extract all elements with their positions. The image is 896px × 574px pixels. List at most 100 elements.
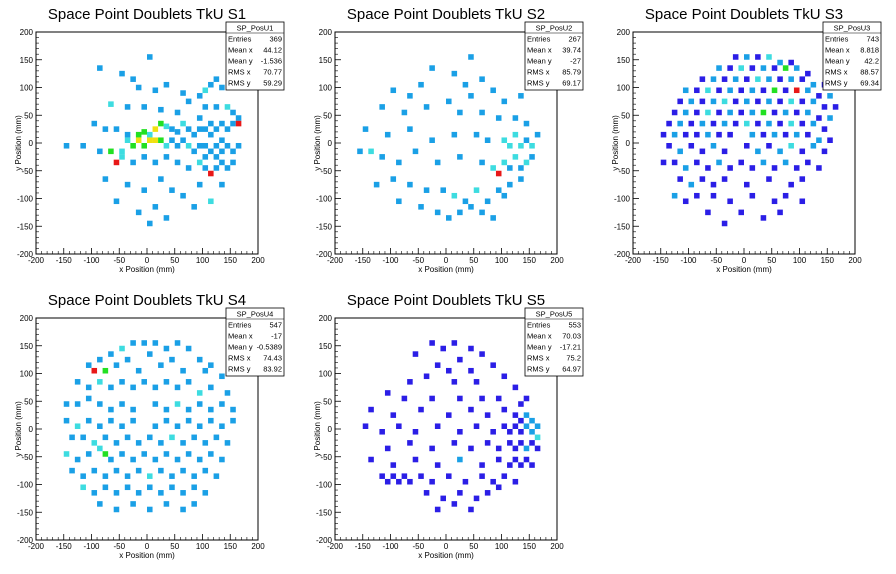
- y-tick-label: -150: [614, 222, 631, 231]
- histogram-bin: [716, 109, 722, 116]
- histogram-bin: [224, 390, 231, 396]
- x-tick-label: -50: [412, 542, 424, 551]
- histogram-bin: [805, 87, 811, 94]
- histogram-bin: [710, 181, 717, 188]
- histogram-bin: [688, 181, 695, 188]
- histogram-bin: [716, 65, 722, 71]
- histogram-bin: [180, 90, 186, 96]
- histogram-bin: [412, 351, 419, 357]
- stats-box-name: SP_PosU3: [834, 24, 871, 33]
- histogram-bin: [219, 456, 225, 463]
- histogram-bin: [224, 143, 231, 149]
- histogram-bin: [688, 143, 695, 149]
- histogram-bin: [771, 87, 778, 94]
- y-tick-label: 100: [617, 84, 631, 93]
- histogram-bin: [451, 440, 458, 446]
- histogram-bin: [147, 54, 153, 60]
- histogram-bin: [727, 131, 733, 138]
- histogram-bin: [440, 345, 446, 352]
- histogram-bin: [451, 70, 458, 77]
- histogram-bin: [69, 434, 75, 441]
- histogram-bin: [230, 406, 236, 413]
- histogram-bin: [196, 423, 203, 429]
- histogram-bin: [230, 120, 236, 127]
- histogram-bin: [196, 115, 203, 121]
- histogram-bin: [124, 137, 131, 143]
- histogram-bin: [468, 506, 474, 513]
- histogram-bin: [666, 143, 672, 149]
- histogram-bin: [799, 98, 806, 105]
- stats-value: 42.2: [864, 57, 879, 66]
- histogram-bin: [180, 137, 186, 143]
- stats-label: Mean x: [228, 46, 253, 55]
- y-tick-label: -50: [618, 167, 630, 176]
- histogram-bin: [501, 192, 508, 199]
- histogram-bin: [135, 467, 142, 474]
- histogram-bin: [732, 98, 739, 105]
- stats-box: SP_PosU3 Entries 743 Mean x 8.818 Mean y 42.2 R…: [822, 21, 882, 91]
- histogram-bin: [771, 65, 778, 71]
- histogram-bin: [80, 473, 86, 479]
- histogram-bin: [362, 126, 369, 132]
- x-tick-label: 150: [523, 256, 537, 265]
- histogram-bin: [512, 478, 519, 485]
- histogram-bin: [158, 120, 164, 127]
- histogram-title: Space Point Doublets TkU S2: [347, 6, 545, 23]
- histogram-bin: [396, 423, 402, 429]
- stats-box-frame: [524, 307, 584, 377]
- stats-label: Mean x: [527, 332, 552, 341]
- histogram-bin: [202, 87, 209, 94]
- histogram-bin: [185, 126, 192, 132]
- stats-value: 59.29: [263, 79, 282, 88]
- histogram-bin: [141, 187, 147, 193]
- histogram-bin: [518, 440, 524, 446]
- histogram-bin: [63, 143, 70, 149]
- histogram-bin: [130, 417, 136, 424]
- y-tick-label: -50: [21, 167, 33, 176]
- stats-box-frame: [822, 21, 882, 91]
- x-tick-label: -100: [382, 542, 399, 551]
- histogram-bin: [473, 379, 480, 385]
- histogram-bin: [451, 379, 458, 385]
- histogram-bin: [97, 445, 103, 452]
- histogram-bin: [202, 440, 209, 446]
- histogram-bin: [202, 490, 209, 496]
- histogram-bin: [113, 506, 120, 513]
- histogram-bin: [501, 406, 508, 413]
- histogram-bin: [224, 126, 231, 132]
- histogram-bin: [484, 490, 491, 496]
- histogram-bin: [163, 143, 170, 149]
- stats-box-name: SP_PosU2: [536, 24, 573, 33]
- histogram-bin: [671, 131, 678, 138]
- histogram-bin: [213, 473, 220, 479]
- histogram-bin: [407, 93, 413, 99]
- histogram-bin: [479, 159, 485, 166]
- x-tick-label: 50: [170, 256, 179, 265]
- histogram-bin: [518, 165, 524, 171]
- histogram-bin: [396, 198, 402, 205]
- histogram-bin: [518, 417, 524, 424]
- histogram-bin: [766, 176, 772, 182]
- histogram-bin: [85, 362, 92, 368]
- histogram-bin: [379, 154, 385, 160]
- histogram-bin: [805, 109, 811, 116]
- histogram-bin: [407, 181, 413, 188]
- histogram-bin: [429, 340, 435, 346]
- histogram-bin: [163, 379, 170, 385]
- histogram-bin: [495, 456, 502, 463]
- histogram-bin: [457, 154, 463, 160]
- histogram-bin: [108, 101, 114, 107]
- histogram-bin: [180, 440, 186, 446]
- y-axis-label: y Position (mm): [313, 401, 322, 457]
- x-tick-label: 0: [444, 542, 449, 551]
- histogram-bin: [473, 423, 480, 429]
- stats-value: 44.12: [263, 46, 282, 55]
- histogram-bin: [810, 143, 817, 149]
- histogram-bin: [738, 209, 744, 216]
- histogram-bin: [682, 165, 689, 171]
- histogram-bin: [74, 456, 81, 463]
- stats-box: SP_PosU2 Entries 267 Mean x 39.74 Mean y -27 RM…: [524, 21, 584, 91]
- histogram-bin: [434, 159, 441, 166]
- histogram-bin: [434, 462, 441, 468]
- histogram-bin: [196, 456, 203, 463]
